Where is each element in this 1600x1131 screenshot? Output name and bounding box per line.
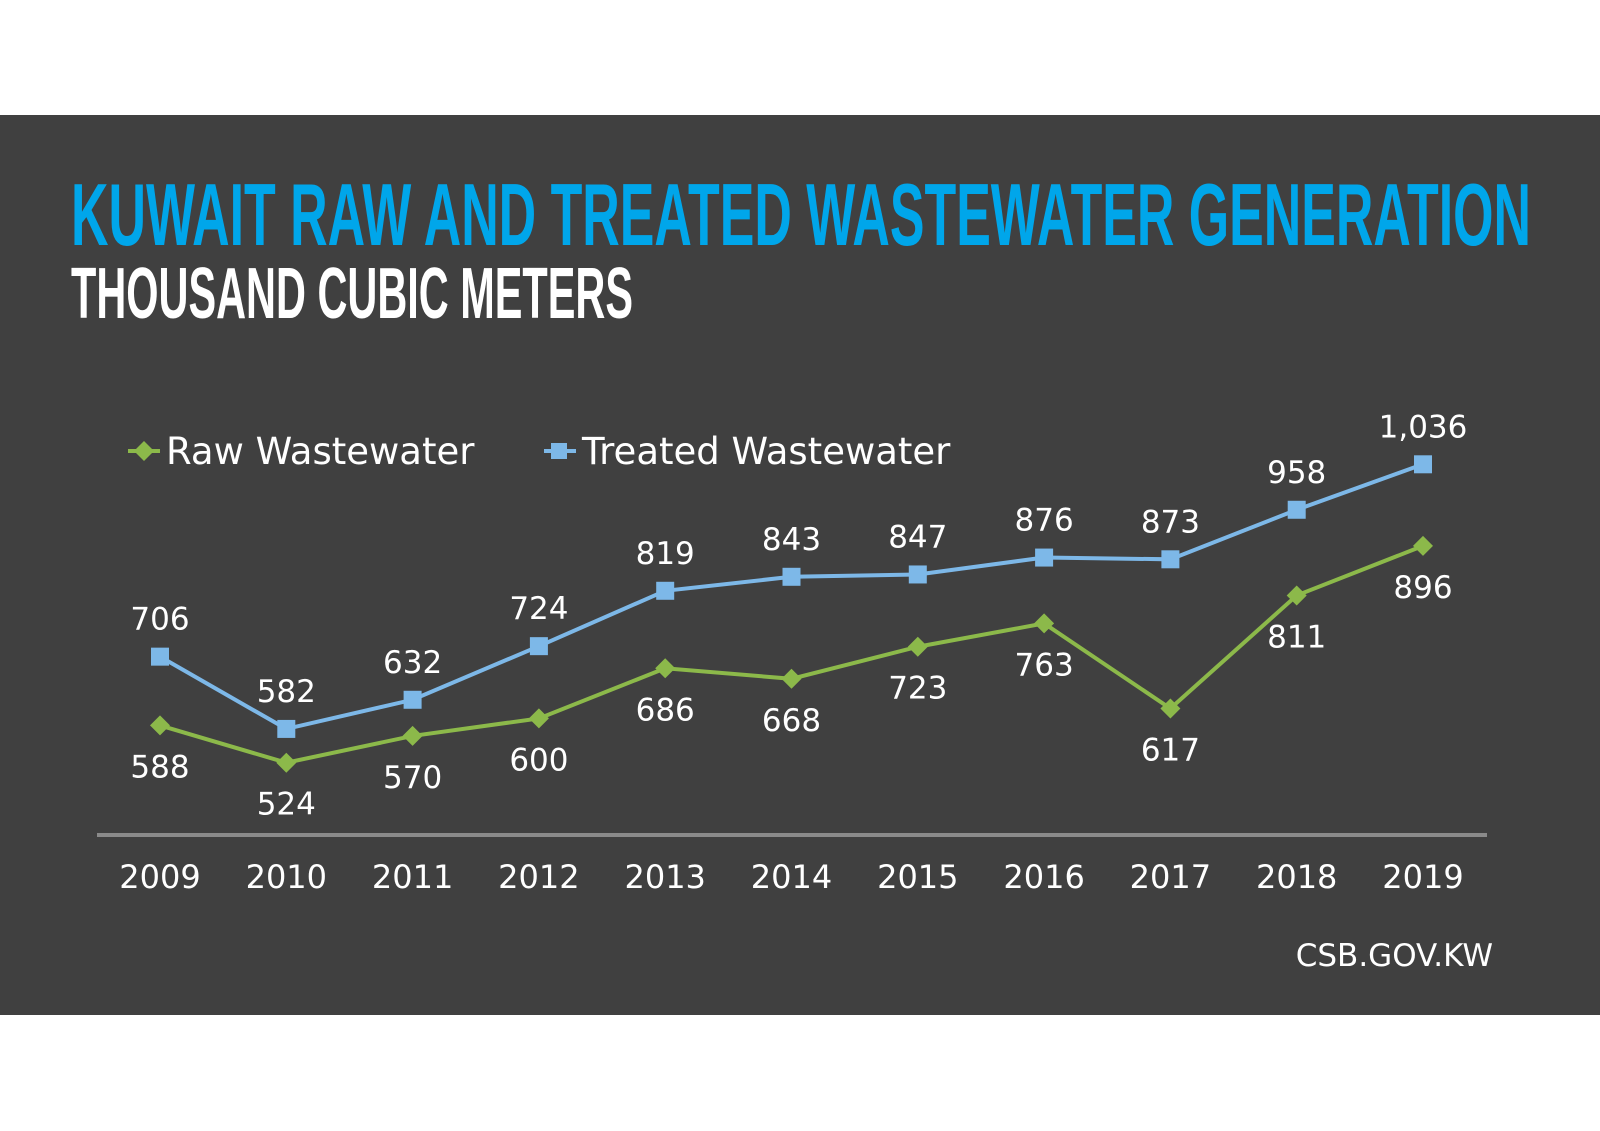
data-point [403,690,422,709]
data-point [528,708,549,729]
data-point [1161,550,1180,569]
legend-treated-label: Treated Wastewater [581,430,951,473]
x-tick-label: 2017 [1130,858,1211,896]
data-point [782,567,801,586]
legend: Raw Wastewater Treated Wastewater [128,430,951,473]
legend-treated-marker [551,443,567,459]
x-tick-label: 2015 [877,858,958,896]
series-line [159,462,1424,732]
source-label: CSB.GOV.KW [1296,938,1493,974]
data-point [908,565,927,584]
data-label: 958 [1267,455,1326,491]
data-point [781,668,802,689]
series-treated: 706 582 632 724 819 843 847 876 873 958 1,036 [130,409,1467,738]
data-point [655,658,676,679]
data-label: 617 [1141,733,1200,769]
data-point [1160,698,1181,719]
chart-panel [0,115,1600,1015]
chart-title: KUWAIT RAW AND TREATED WASTEWATER GENERA… [71,165,1531,264]
data-label: 847 [888,519,947,555]
data-point [402,725,423,746]
x-tick-label: 2012 [498,858,579,896]
data-label: 668 [762,703,821,739]
data-point [150,715,170,736]
data-label: 706 [130,602,189,638]
data-point [529,637,548,656]
data-label: 723 [888,671,947,707]
data-label: 896 [1393,570,1452,606]
data-label: 582 [257,674,316,710]
data-point [1034,613,1055,634]
chart-subtitle: THOUSAND CUBIC METERS [71,254,633,334]
data-label: 763 [1015,647,1074,683]
x-tick-label: 2018 [1256,858,1337,896]
data-point [1413,535,1433,556]
data-point [1286,585,1307,606]
data-label: 524 [257,787,316,823]
data-label: 686 [636,692,695,728]
data-point [276,752,297,773]
x-tick-label: 2011 [372,858,453,896]
x-tick-label: 2016 [1003,858,1084,896]
data-label: 843 [762,522,821,558]
legend-raw-marker [134,441,154,461]
data-point [907,636,928,657]
data-label: 811 [1267,619,1326,655]
legend-raw-label: Raw Wastewater [166,430,475,473]
data-label: 570 [383,760,442,796]
x-tick-label: 2014 [751,858,832,896]
data-label: 588 [130,749,189,785]
data-label: 819 [636,536,695,572]
series-group: 588 524 570 600 686 668 723 763 617 811 896 706 582 6… [130,409,1467,822]
data-point [656,581,675,600]
data-point [277,719,296,738]
series-raw: 588 524 570 600 686 668 723 763 617 811 896 [130,535,1453,823]
data-label: 1,036 [1379,409,1468,445]
x-tick-label: 2019 [1382,858,1463,896]
x-tick-label: 2009 [119,858,200,896]
x-tick-label: 2013 [624,858,705,896]
data-point [1287,500,1306,519]
data-label: 873 [1141,504,1200,540]
data-label: 632 [383,645,442,681]
x-tick-label: 2010 [246,858,327,896]
data-label: 600 [509,742,568,778]
data-label: 876 [1015,503,1074,539]
data-point [1414,455,1432,474]
data-point [151,647,169,666]
x-axis-tick-labels: 2009 2010 2011 2012 2013 2014 2015 2016 2017 2018… [119,858,1463,896]
data-label: 724 [509,591,568,627]
data-point [1035,548,1054,567]
